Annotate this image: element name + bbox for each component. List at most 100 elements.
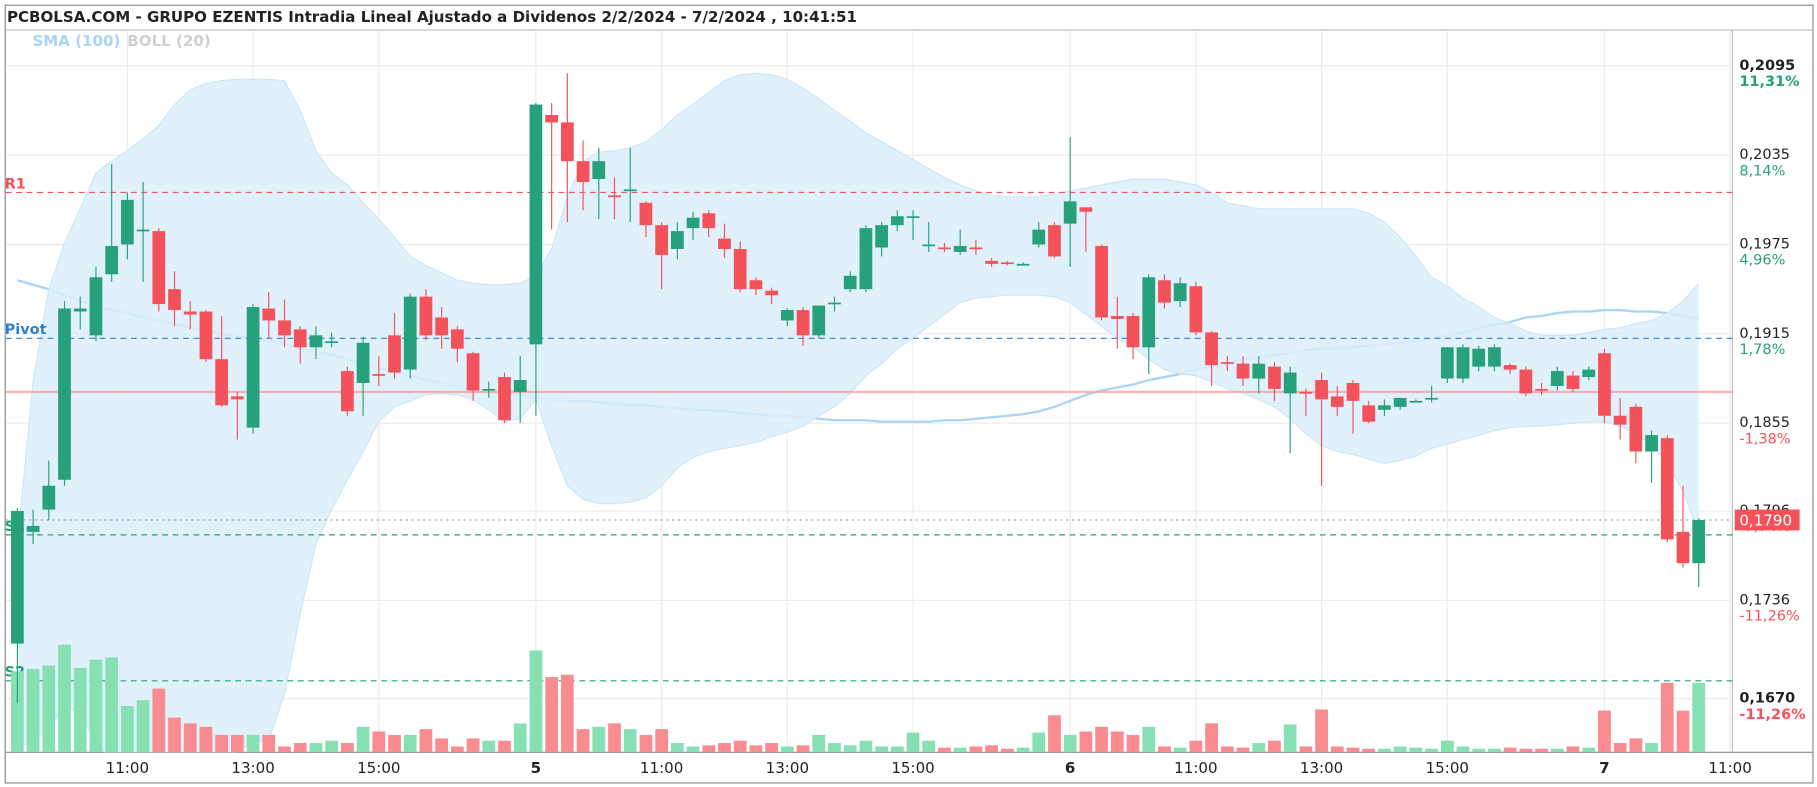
- volume-bar: [686, 746, 700, 753]
- volume-bar: [1173, 747, 1187, 753]
- candle-body: [1550, 371, 1564, 386]
- volume-bar: [340, 743, 354, 753]
- candle-body: [105, 246, 119, 275]
- candle-body: [1158, 280, 1171, 303]
- volume-bar: [42, 665, 56, 753]
- volume-bar: [168, 717, 181, 753]
- candle-body: [89, 277, 103, 336]
- volume-bar: [1566, 746, 1580, 753]
- candle-body: [953, 246, 967, 252]
- last-price-label: 0,1790: [1739, 512, 1792, 530]
- volume-bar: [639, 734, 653, 753]
- volume-bar: [1425, 748, 1438, 753]
- y-tick-label: 0,1855: [1739, 415, 1790, 431]
- candle-body: [1283, 372, 1297, 394]
- volume-bar: [545, 677, 559, 753]
- volume-bar: [906, 732, 920, 753]
- candle-body: [435, 317, 449, 336]
- candle-body: [1236, 363, 1250, 379]
- volume-bar: [1692, 682, 1706, 753]
- volume-bar: [152, 688, 166, 753]
- candle-body: [576, 161, 590, 182]
- volume-bar: [1110, 731, 1124, 753]
- candle-body: [1425, 397, 1438, 400]
- volume-bar: [466, 738, 480, 753]
- candle-body: [1535, 388, 1548, 391]
- volume-bar: [215, 734, 229, 753]
- volume-bar: [733, 740, 747, 753]
- y-tick-change: -11,26%: [1739, 707, 1806, 723]
- candle-body: [1488, 347, 1501, 367]
- candle-body: [340, 371, 354, 412]
- volume-bar: [1095, 726, 1108, 753]
- volume-bar: [1472, 748, 1486, 753]
- candle-body: [403, 296, 417, 370]
- volume-bar: [1378, 748, 1391, 753]
- volume-bar: [403, 734, 417, 753]
- candle-body: [1692, 519, 1706, 564]
- volume-bar: [1503, 747, 1517, 753]
- candle-body: [1079, 207, 1093, 212]
- candle-body: [623, 189, 637, 192]
- candle-body: [906, 216, 920, 218]
- candle-body: [1598, 353, 1611, 416]
- volume-bar: [843, 745, 857, 753]
- volume-bar: [1362, 748, 1376, 753]
- volume-bar: [1126, 734, 1140, 753]
- candle-body: [922, 244, 936, 247]
- legend-entry: BOLL (20): [127, 32, 210, 50]
- candle-body: [1660, 438, 1674, 540]
- volume-bar: [592, 726, 606, 753]
- candles: [11, 73, 1706, 704]
- candle-body: [1142, 277, 1156, 348]
- volume-bar: [246, 734, 260, 753]
- candle-body: [1189, 286, 1203, 333]
- volume-bar: [121, 705, 134, 753]
- volume-bar: [1142, 726, 1156, 753]
- volume-bar: [953, 747, 967, 753]
- volume-bar: [765, 743, 778, 753]
- candle-body: [230, 396, 244, 400]
- volume-bar: [1236, 747, 1250, 753]
- volume-bar: [1032, 732, 1046, 753]
- x-tick-label: 13:00: [231, 759, 274, 777]
- candle-body: [1299, 391, 1313, 394]
- volume-bar: [11, 671, 24, 753]
- volume-bar: [718, 743, 731, 753]
- candle-body: [1173, 283, 1187, 302]
- candle-body: [388, 335, 401, 373]
- candle-body: [278, 320, 291, 336]
- volume-bar: [388, 734, 401, 753]
- volume-bar: [372, 731, 386, 753]
- candle-body: [1110, 315, 1124, 319]
- candle-body: [246, 307, 260, 428]
- candle-body: [859, 228, 873, 290]
- candle-body: [183, 311, 197, 315]
- candle-body: [828, 302, 841, 305]
- volume-bar: [1283, 724, 1297, 753]
- x-tick-label: 11:00: [1174, 759, 1217, 777]
- candle-body: [529, 104, 543, 345]
- volume-bar: [828, 743, 841, 753]
- candle-body: [1503, 365, 1517, 370]
- candle-body: [686, 217, 700, 229]
- volume-bar: [1393, 746, 1407, 753]
- candle-body: [1032, 229, 1046, 245]
- volume-bar: [309, 743, 323, 753]
- volume-bar: [1063, 734, 1077, 753]
- candle-body: [702, 213, 716, 229]
- volume-bar: [1299, 746, 1313, 753]
- candle-body: [1566, 375, 1580, 389]
- candle-body: [1440, 347, 1454, 379]
- y-tick-label: 0,2035: [1739, 147, 1790, 163]
- volume-bar: [58, 644, 71, 753]
- candle-body: [11, 511, 24, 644]
- candle-body: [325, 341, 339, 344]
- volume-bar: [1660, 682, 1674, 753]
- volume-bar: [1519, 748, 1533, 753]
- candle-body: [718, 238, 731, 249]
- volume-bar: [1613, 743, 1627, 753]
- last-price-box: [1734, 509, 1800, 531]
- volume-bar: [1205, 723, 1218, 753]
- candle-body: [969, 247, 983, 250]
